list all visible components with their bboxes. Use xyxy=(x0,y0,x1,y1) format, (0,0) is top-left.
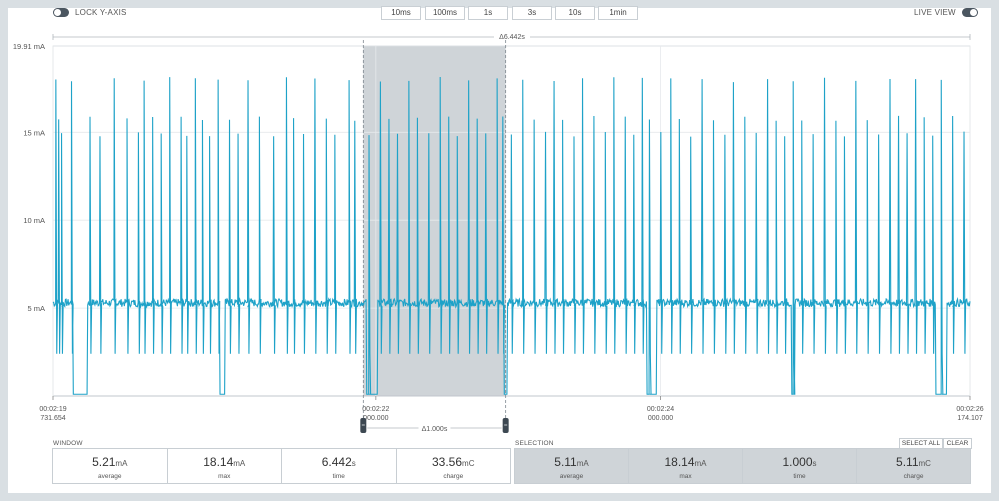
y-tick-label: 15 mA xyxy=(23,128,45,137)
window-charge: 33.56mC charge xyxy=(397,449,511,483)
x-tick-label-ms: 731.654 xyxy=(40,415,65,422)
stat-unit: s xyxy=(351,458,356,468)
stat-unit: s xyxy=(812,458,817,468)
selection-max: 18.14mA max xyxy=(629,449,743,483)
y-tick-label: 19.91 mA xyxy=(13,42,45,51)
x-tick-label-ms: 174.107 xyxy=(957,415,982,422)
x-tick-label-time: 00:02:19 xyxy=(39,406,66,413)
toggle-switch-icon[interactable] xyxy=(961,8,978,17)
zoom-100ms-button[interactable]: 100ms xyxy=(425,6,465,20)
toggle-switch-icon[interactable] xyxy=(53,8,69,17)
stat-unit: mA xyxy=(115,458,128,468)
stat-unit: mA xyxy=(694,458,707,468)
stat-unit: mC xyxy=(462,458,475,468)
selection-stats: 5.11mA average 18.14mA max 1.000s time 5… xyxy=(514,448,971,484)
live-view-toggle[interactable]: LIVE VIEW xyxy=(914,8,978,17)
selection-average: 5.11mA average xyxy=(515,449,629,483)
window-delta-label: Δ6.442s xyxy=(499,34,525,41)
zoom-10ms-button[interactable]: 10ms xyxy=(381,6,421,20)
zoom-1s-button[interactable]: 1s xyxy=(468,6,508,20)
stat-value: 5.11 xyxy=(896,454,919,469)
stat-label: charge xyxy=(903,472,924,480)
selection-cursors[interactable]: Δ1.000s xyxy=(360,40,509,433)
x-tick-label-time: 00:02:22 xyxy=(362,406,389,413)
stat-value: 33.56 xyxy=(432,454,463,469)
stat-value: 5.21 xyxy=(92,454,116,469)
zoom-1min-button[interactable]: 1min xyxy=(598,6,638,20)
stat-label: max xyxy=(218,472,231,480)
stat-value: 1.000 xyxy=(782,454,813,469)
stat-label: time xyxy=(332,472,345,480)
selection-delta-bg xyxy=(418,423,451,433)
window-time: 6.442s time xyxy=(282,449,397,483)
selection-time: 1.000s time xyxy=(743,449,857,483)
lock-y-axis-toggle[interactable]: LOCK Y-AXIS xyxy=(53,8,127,17)
stat-label: charge xyxy=(443,472,464,480)
stat-label: time xyxy=(793,472,806,480)
lock-y-axis-label: LOCK Y-AXIS xyxy=(75,8,127,17)
stat-unit: mA xyxy=(233,458,246,468)
stat-unit: mC xyxy=(918,458,931,468)
window-stats: 5.21mA average 18.14mA max 6.442s time 3… xyxy=(52,448,511,484)
window-delta-bg xyxy=(494,31,530,41)
zoom-3s-button[interactable]: 3s xyxy=(512,6,552,20)
window-section-label: WINDOW xyxy=(53,440,83,447)
grid xyxy=(52,45,971,397)
selection-charge: 5.11mC charge xyxy=(857,449,970,483)
y-tick-label: 5 mA xyxy=(27,304,45,313)
stat-label: average xyxy=(559,472,584,480)
x-tick-label-ms: 000.000 xyxy=(363,415,388,422)
y-tick-label: 10 mA xyxy=(23,216,45,225)
x-tick-label-ms: 000.000 xyxy=(648,415,673,422)
stat-label: max xyxy=(679,472,692,480)
selection-section-label: SELECTION xyxy=(515,440,554,447)
window-average: 5.21mA average xyxy=(53,449,168,483)
stat-unit: mA xyxy=(576,458,589,468)
selection-cursor-handle[interactable] xyxy=(502,418,509,433)
live-view-label: LIVE VIEW xyxy=(914,8,956,17)
x-axis: 00:02:19 731.654 00:02:22 000.000 00:02:24 00… xyxy=(39,396,984,422)
selection-cursor-handle[interactable] xyxy=(360,418,367,433)
stat-value: 18.14 xyxy=(664,454,695,469)
current-trace xyxy=(52,77,971,395)
stat-label: average xyxy=(98,472,122,480)
current-chart[interactable]: Δ6.442s 19.91 mA 15 mA 10 mA 5 mA 00:02:19 7… xyxy=(0,0,999,440)
window-max: 18.14mA max xyxy=(168,449,282,483)
stat-value: 5.11 xyxy=(554,454,577,469)
y-axis: 19.91 mA 15 mA 10 mA 5 mA xyxy=(13,42,45,313)
x-tick-label-time: 00:02:26 xyxy=(956,406,983,413)
stat-value: 18.14 xyxy=(203,454,234,469)
selection-delta-label: Δ1.000s xyxy=(422,426,448,433)
x-tick-label-time: 00:02:24 xyxy=(647,406,674,413)
stat-value: 6.442 xyxy=(321,454,352,469)
zoom-10s-button[interactable]: 10s xyxy=(555,6,595,20)
selection-region[interactable] xyxy=(363,46,506,396)
